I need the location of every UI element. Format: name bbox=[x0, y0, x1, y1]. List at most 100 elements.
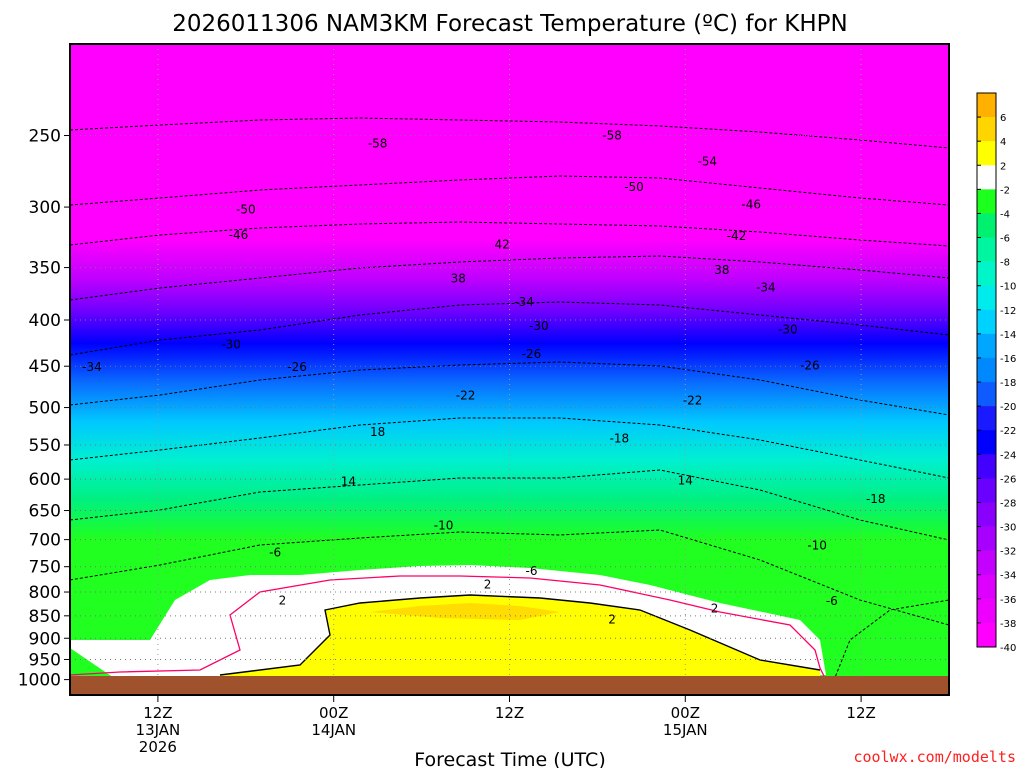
colorbar-swatch bbox=[977, 285, 996, 311]
y-tick-label: 250 bbox=[29, 127, 61, 147]
contour-label: -30 bbox=[778, 323, 798, 337]
colorbar-swatch bbox=[977, 406, 996, 431]
y-tick-label: 550 bbox=[29, 436, 61, 456]
colorbar-swatch bbox=[977, 261, 996, 286]
colorbar-label: -28 bbox=[1000, 498, 1016, 509]
colorbar-swatch bbox=[977, 93, 996, 118]
contour-label: 2 bbox=[279, 593, 287, 607]
contour-label: 38 bbox=[714, 263, 729, 277]
y-tick-label: 600 bbox=[29, 470, 61, 490]
contour-labels: -58 -58 -54 -50 -50 -46 -46 42 -42 38 38 -34 -34 -34 -… bbox=[82, 129, 885, 627]
contour-label: -18 bbox=[866, 492, 886, 506]
colorbar-swatch bbox=[977, 165, 996, 190]
contour-label: 38 bbox=[451, 272, 466, 286]
colorbar-swatch bbox=[977, 502, 996, 527]
colorbar-label: -16 bbox=[1000, 354, 1016, 365]
contour-label: -34 bbox=[82, 360, 102, 374]
colorbar-label: -4 bbox=[1000, 209, 1010, 220]
colorbar-label: -40 bbox=[1000, 643, 1016, 654]
colorbar-swatch bbox=[977, 382, 996, 407]
y-tick-label: 700 bbox=[29, 531, 61, 551]
contour-label: -6 bbox=[525, 564, 537, 578]
contour-label: 18 bbox=[370, 425, 385, 439]
x-tick-label: 12Z bbox=[143, 704, 172, 722]
colorbar-swatch bbox=[977, 117, 996, 142]
contour-label: 14 bbox=[341, 475, 356, 489]
contour-label: -6 bbox=[269, 545, 281, 559]
x-tick-label: 15JAN bbox=[663, 721, 708, 739]
contour-label: -26 bbox=[522, 347, 542, 361]
grid-lines bbox=[70, 44, 949, 695]
colorbar-swatch bbox=[977, 598, 996, 624]
colorbar-swatch bbox=[977, 526, 996, 551]
y-tick-label: 450 bbox=[29, 357, 61, 377]
contour-label: -50 bbox=[624, 180, 644, 194]
contour-line bbox=[70, 361, 949, 416]
colorbar-label: -8 bbox=[1000, 258, 1010, 269]
contour-label: -26 bbox=[800, 358, 820, 372]
x-tick-label: 00Z bbox=[319, 704, 348, 722]
contour-label: -34 bbox=[756, 280, 776, 294]
contour-line bbox=[70, 221, 949, 247]
colorbar-swatch bbox=[977, 430, 996, 455]
y-tick-label: 750 bbox=[29, 558, 61, 578]
ground-strip bbox=[70, 676, 949, 695]
colorbar-label: 2 bbox=[1000, 161, 1006, 172]
contour-line bbox=[70, 469, 949, 541]
colorbar-swatch bbox=[977, 333, 996, 359]
colorbar-swatch bbox=[977, 574, 996, 600]
x-tick-label: 12Z bbox=[846, 704, 875, 722]
contour-line bbox=[829, 599, 949, 691]
contour-label: 42 bbox=[495, 237, 510, 251]
credit-text: coolwx.com/modelts bbox=[853, 748, 1016, 766]
y-tick-label: 1000 bbox=[18, 671, 61, 691]
colorbar-swatch bbox=[977, 478, 996, 503]
contour-line bbox=[70, 301, 949, 356]
colorbar-label: -14 bbox=[1000, 330, 1016, 341]
colorbar: 6 4 2 -2 -4 -6 -8 -10 -12 -14 -16 -18 -20 -22 -24 -26 -2… bbox=[976, 92, 1016, 654]
colorbar-swatch bbox=[977, 189, 996, 214]
contour-line bbox=[70, 417, 949, 479]
colorbar-label: -18 bbox=[1000, 378, 1016, 389]
contour-line bbox=[70, 529, 949, 626]
contour-label: -50 bbox=[236, 203, 256, 217]
orange-region bbox=[370, 603, 560, 620]
colorbar-label: 4 bbox=[1000, 137, 1006, 148]
x-axis-label: Forecast Time (UTC) bbox=[414, 749, 605, 768]
y-tick-label: 300 bbox=[29, 198, 61, 218]
colorbar-label: -6 bbox=[1000, 234, 1010, 245]
y-tick-label: 800 bbox=[29, 583, 61, 603]
contour-label: 2 bbox=[608, 612, 616, 626]
colorbar-label: 6 bbox=[1000, 113, 1006, 124]
contour-label: -6 bbox=[826, 594, 838, 608]
contour-label: -10 bbox=[807, 539, 827, 553]
colorbar-label: -24 bbox=[1000, 450, 1016, 461]
colorbar-label: -20 bbox=[1000, 402, 1016, 413]
y-tick-label: 900 bbox=[29, 629, 61, 649]
y-tick-label: 650 bbox=[29, 502, 61, 522]
magenta-zero-isotherm bbox=[70, 575, 827, 681]
colorbar-label: -32 bbox=[1000, 547, 1016, 558]
contour-label: 14 bbox=[678, 473, 693, 487]
colorbar-label: -34 bbox=[1000, 571, 1016, 582]
contour-label: -22 bbox=[456, 389, 476, 403]
x-tick-label: 12Z bbox=[495, 704, 524, 722]
y-tick-label: 500 bbox=[29, 399, 61, 419]
colorbar-label: -2 bbox=[1000, 185, 1010, 196]
contour-label: -30 bbox=[221, 338, 241, 352]
colorbar-label: -30 bbox=[1000, 523, 1016, 534]
colorbar-label: -38 bbox=[1000, 619, 1016, 630]
colorbar-label: -26 bbox=[1000, 474, 1016, 485]
y-tick-label: 400 bbox=[29, 311, 61, 331]
colorbar-frame bbox=[976, 92, 997, 648]
contour-label: -10 bbox=[434, 518, 454, 532]
contour-label: -26 bbox=[287, 360, 307, 374]
contour-label: -30 bbox=[529, 319, 549, 333]
colorbar-swatch bbox=[977, 237, 996, 262]
contour-label: -58 bbox=[368, 136, 388, 150]
colorbar-swatch bbox=[977, 213, 996, 238]
contour-label: -34 bbox=[514, 295, 534, 309]
x-tick-label: 14JAN bbox=[311, 721, 356, 739]
